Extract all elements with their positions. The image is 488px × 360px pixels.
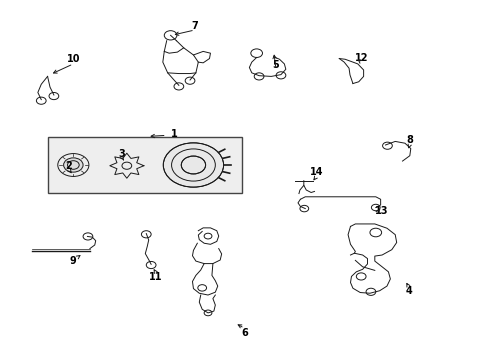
Text: 14: 14 (309, 167, 323, 177)
Text: 1: 1 (170, 129, 177, 139)
Text: 5: 5 (272, 60, 279, 70)
Text: 7: 7 (191, 21, 198, 31)
Text: 9: 9 (70, 256, 77, 266)
Text: 3: 3 (119, 149, 125, 158)
FancyBboxPatch shape (47, 137, 242, 193)
Text: 13: 13 (374, 206, 387, 216)
Text: 6: 6 (241, 328, 247, 338)
Text: 4: 4 (405, 287, 411, 296)
Text: 11: 11 (149, 272, 163, 282)
Text: 10: 10 (66, 54, 80, 64)
Circle shape (181, 156, 205, 174)
Text: 2: 2 (65, 161, 72, 171)
Circle shape (163, 143, 223, 187)
Text: 12: 12 (355, 53, 368, 63)
Text: 8: 8 (406, 135, 412, 145)
Circle shape (63, 158, 83, 172)
